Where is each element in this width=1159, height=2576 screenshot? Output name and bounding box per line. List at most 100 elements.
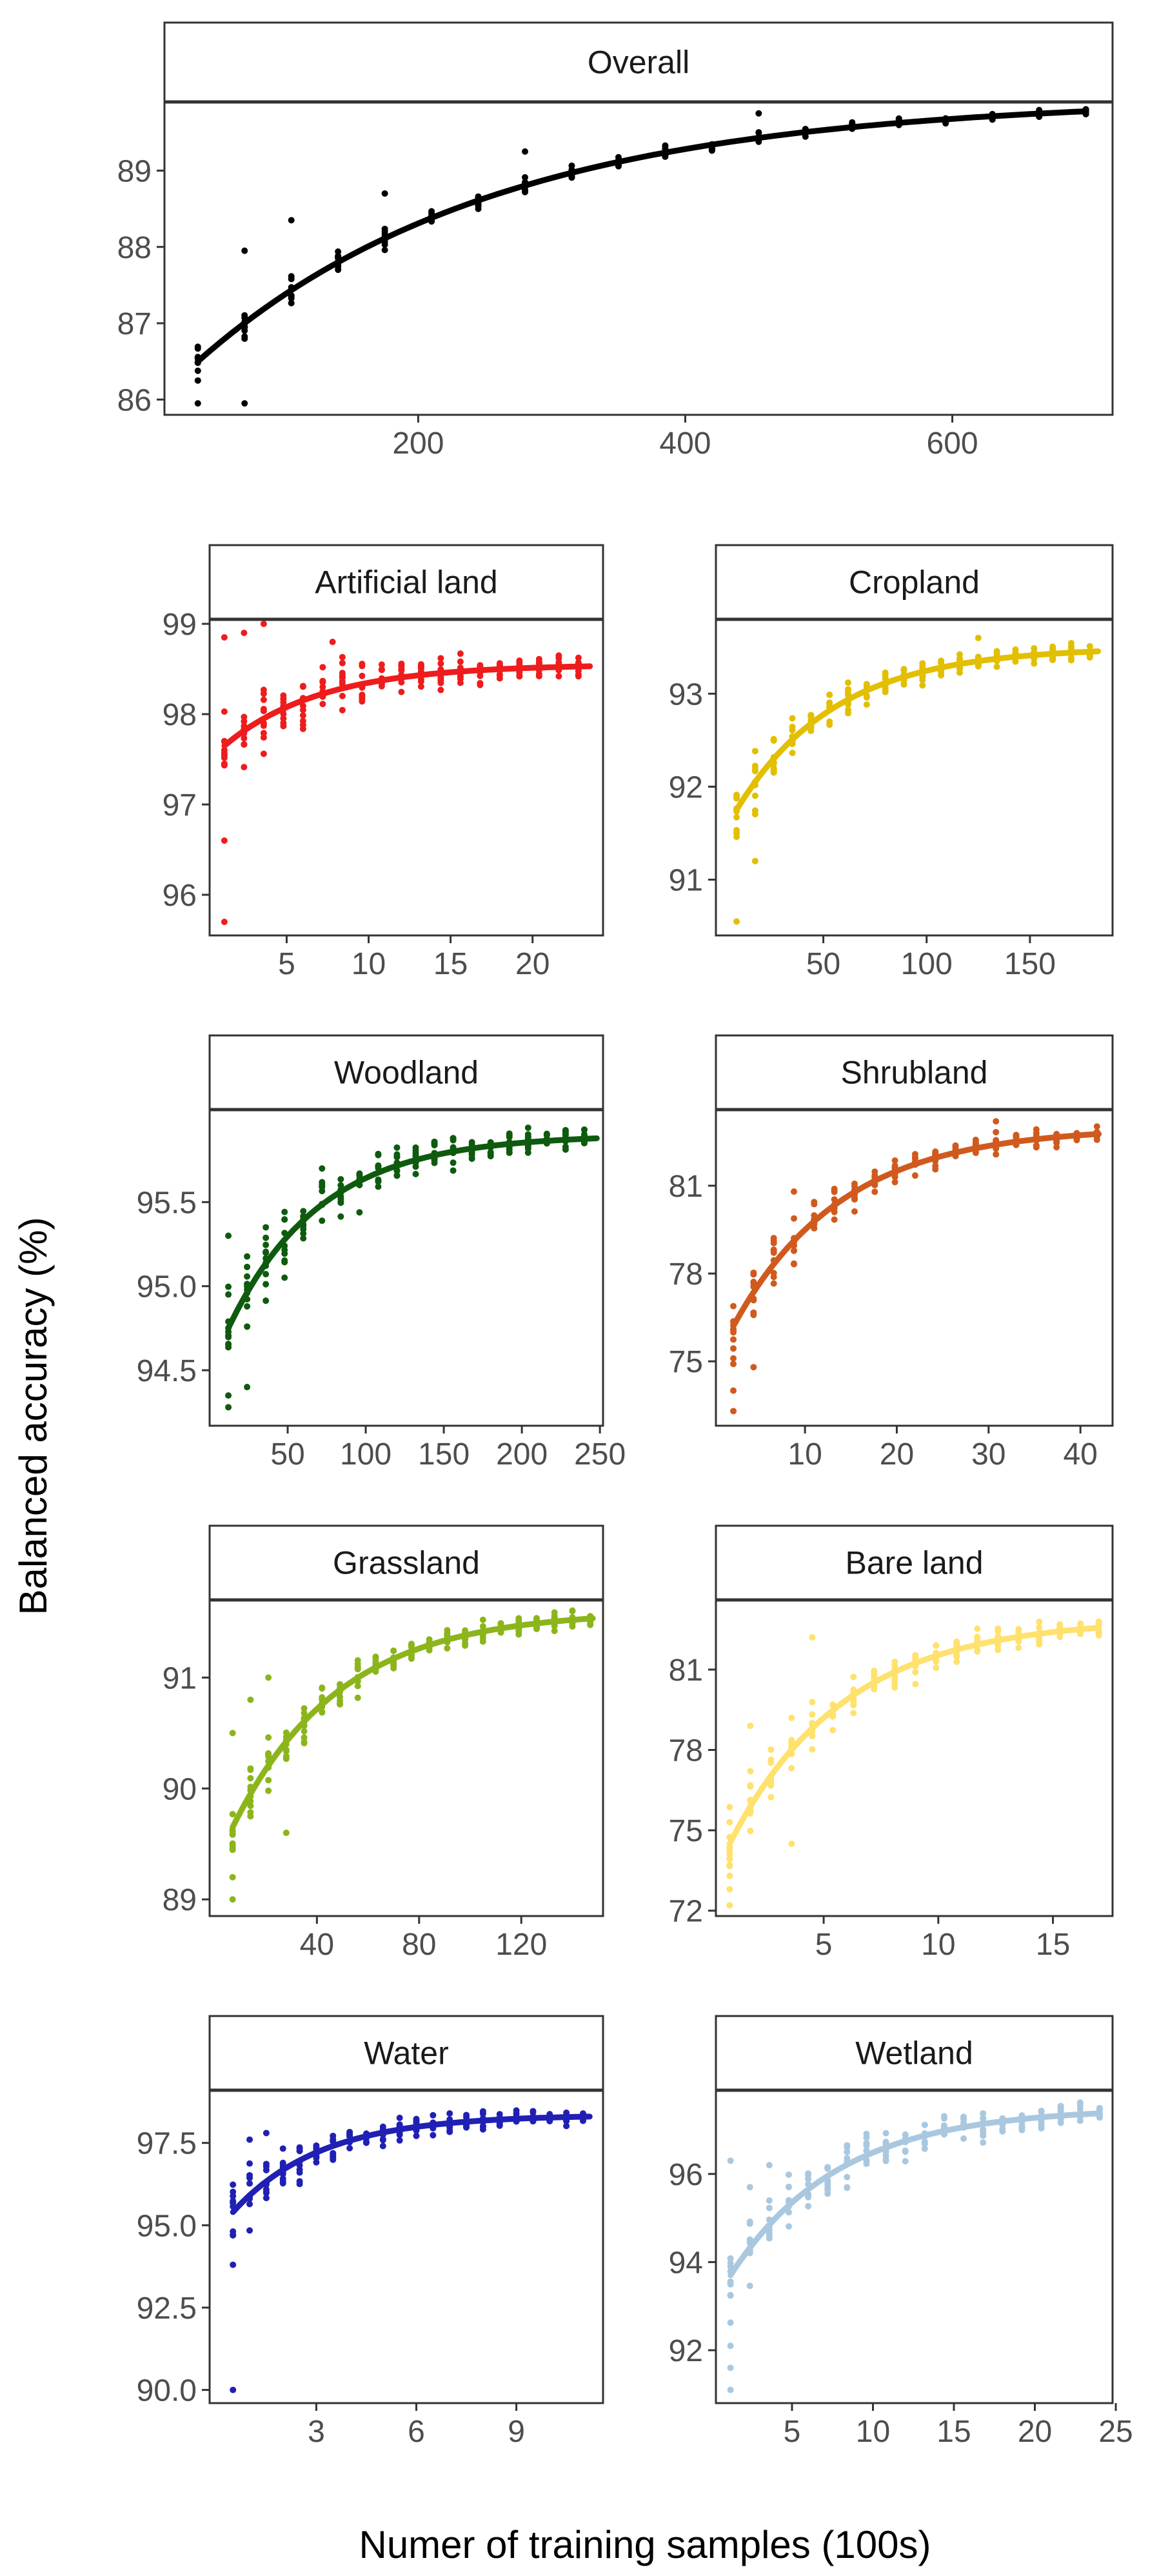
data-point (824, 2186, 831, 2193)
data-point (221, 919, 228, 925)
data-point (301, 1728, 308, 1735)
trend-line (221, 663, 593, 749)
facet-title: Shrubland (841, 1055, 988, 1091)
data-point (751, 807, 758, 814)
data-point (330, 2150, 337, 2157)
data-point (381, 190, 388, 197)
x-tick-label: 20 (1018, 2415, 1052, 2449)
y-tick-label: 88 (117, 231, 152, 265)
data-point (260, 621, 267, 627)
data-point (221, 708, 228, 715)
data-point (339, 654, 346, 661)
data-point (851, 1208, 858, 1215)
y-tick-label: 91 (163, 1661, 197, 1695)
facet-strip (208, 2015, 604, 2092)
x-tick-label: 150 (418, 1437, 470, 1472)
data-point (265, 1787, 272, 1794)
data-point (871, 1188, 878, 1195)
data-point (809, 1634, 816, 1641)
data-point (417, 678, 424, 685)
x-tick-label: 5 (815, 1928, 833, 1962)
data-point (375, 1152, 382, 1159)
data-point (263, 2195, 270, 2202)
data-point (727, 2255, 734, 2262)
data-point (244, 1384, 251, 1391)
data-point (555, 652, 562, 659)
data-point (826, 701, 833, 708)
x-tick-label: 6 (408, 2415, 425, 2449)
data-point (375, 1163, 382, 1170)
x-tick-label: 200 (496, 1437, 548, 1472)
data-point (241, 400, 248, 407)
data-point (891, 1680, 898, 1687)
data-point (751, 857, 758, 864)
y-tick-label: 95.0 (137, 1270, 197, 1304)
data-point (479, 2122, 486, 2130)
data-point (335, 248, 342, 255)
facet-strip (715, 1524, 1114, 1601)
y-tick-label: 75 (669, 1814, 703, 1848)
data-point (330, 2136, 337, 2143)
data-point (975, 634, 982, 641)
data-point (751, 763, 758, 770)
data-point (535, 673, 542, 680)
trend-line (726, 1624, 1102, 1847)
data-point (1031, 660, 1038, 667)
data-point (768, 1793, 775, 1801)
y-tick-label: 97 (163, 788, 197, 823)
data-point (265, 1753, 272, 1760)
data-point (246, 2174, 253, 2181)
data-point (902, 2132, 909, 2139)
data-point (375, 1183, 382, 1190)
data-point (417, 665, 424, 672)
data-point (477, 681, 484, 688)
data-point (845, 710, 851, 717)
data-point (747, 1782, 754, 1789)
data-point (241, 333, 248, 340)
data-point (247, 1696, 254, 1703)
data-point (768, 1756, 775, 1763)
data-point (515, 1615, 522, 1622)
data-point (766, 2197, 773, 2204)
data-point (824, 2182, 831, 2189)
y-tick-label: 72 (669, 1895, 703, 1929)
y-tick-label: 89 (117, 154, 152, 188)
data-point (921, 2145, 928, 2152)
data-point (463, 2112, 470, 2119)
data-point (337, 1175, 344, 1183)
data-point (902, 2158, 909, 2165)
data-point (726, 1902, 733, 1909)
y-tick-label: 93 (669, 677, 703, 712)
data-point (993, 648, 1000, 655)
data-point (891, 1658, 898, 1665)
data-point (995, 1642, 1002, 1649)
data-point (555, 673, 562, 680)
data-point (225, 1392, 232, 1399)
data-point (953, 1658, 960, 1665)
data-point (475, 205, 482, 212)
data-point (221, 754, 228, 761)
data-point (940, 2113, 947, 2120)
x-tick-label: 100 (901, 947, 953, 981)
data-point (902, 2148, 909, 2155)
data-point (301, 1734, 308, 1741)
data-point (831, 1208, 838, 1215)
data-point (330, 2156, 337, 2163)
data-point (844, 2184, 851, 2191)
data-point (230, 2228, 237, 2235)
data-point (999, 2128, 1006, 2135)
data-point (337, 1182, 344, 1189)
data-point (1033, 1142, 1040, 1149)
data-point (785, 2171, 792, 2178)
data-point (444, 1644, 451, 1652)
data-point (260, 730, 267, 737)
y-tick-label: 90 (163, 1772, 197, 1806)
data-point (863, 681, 870, 688)
y-tick-label: 78 (669, 1257, 703, 1292)
data-point (246, 2180, 253, 2187)
data-point (281, 1208, 288, 1215)
point-group (726, 1618, 1102, 1909)
data-point (194, 367, 201, 374)
y-tick-label: 87 (117, 307, 152, 341)
